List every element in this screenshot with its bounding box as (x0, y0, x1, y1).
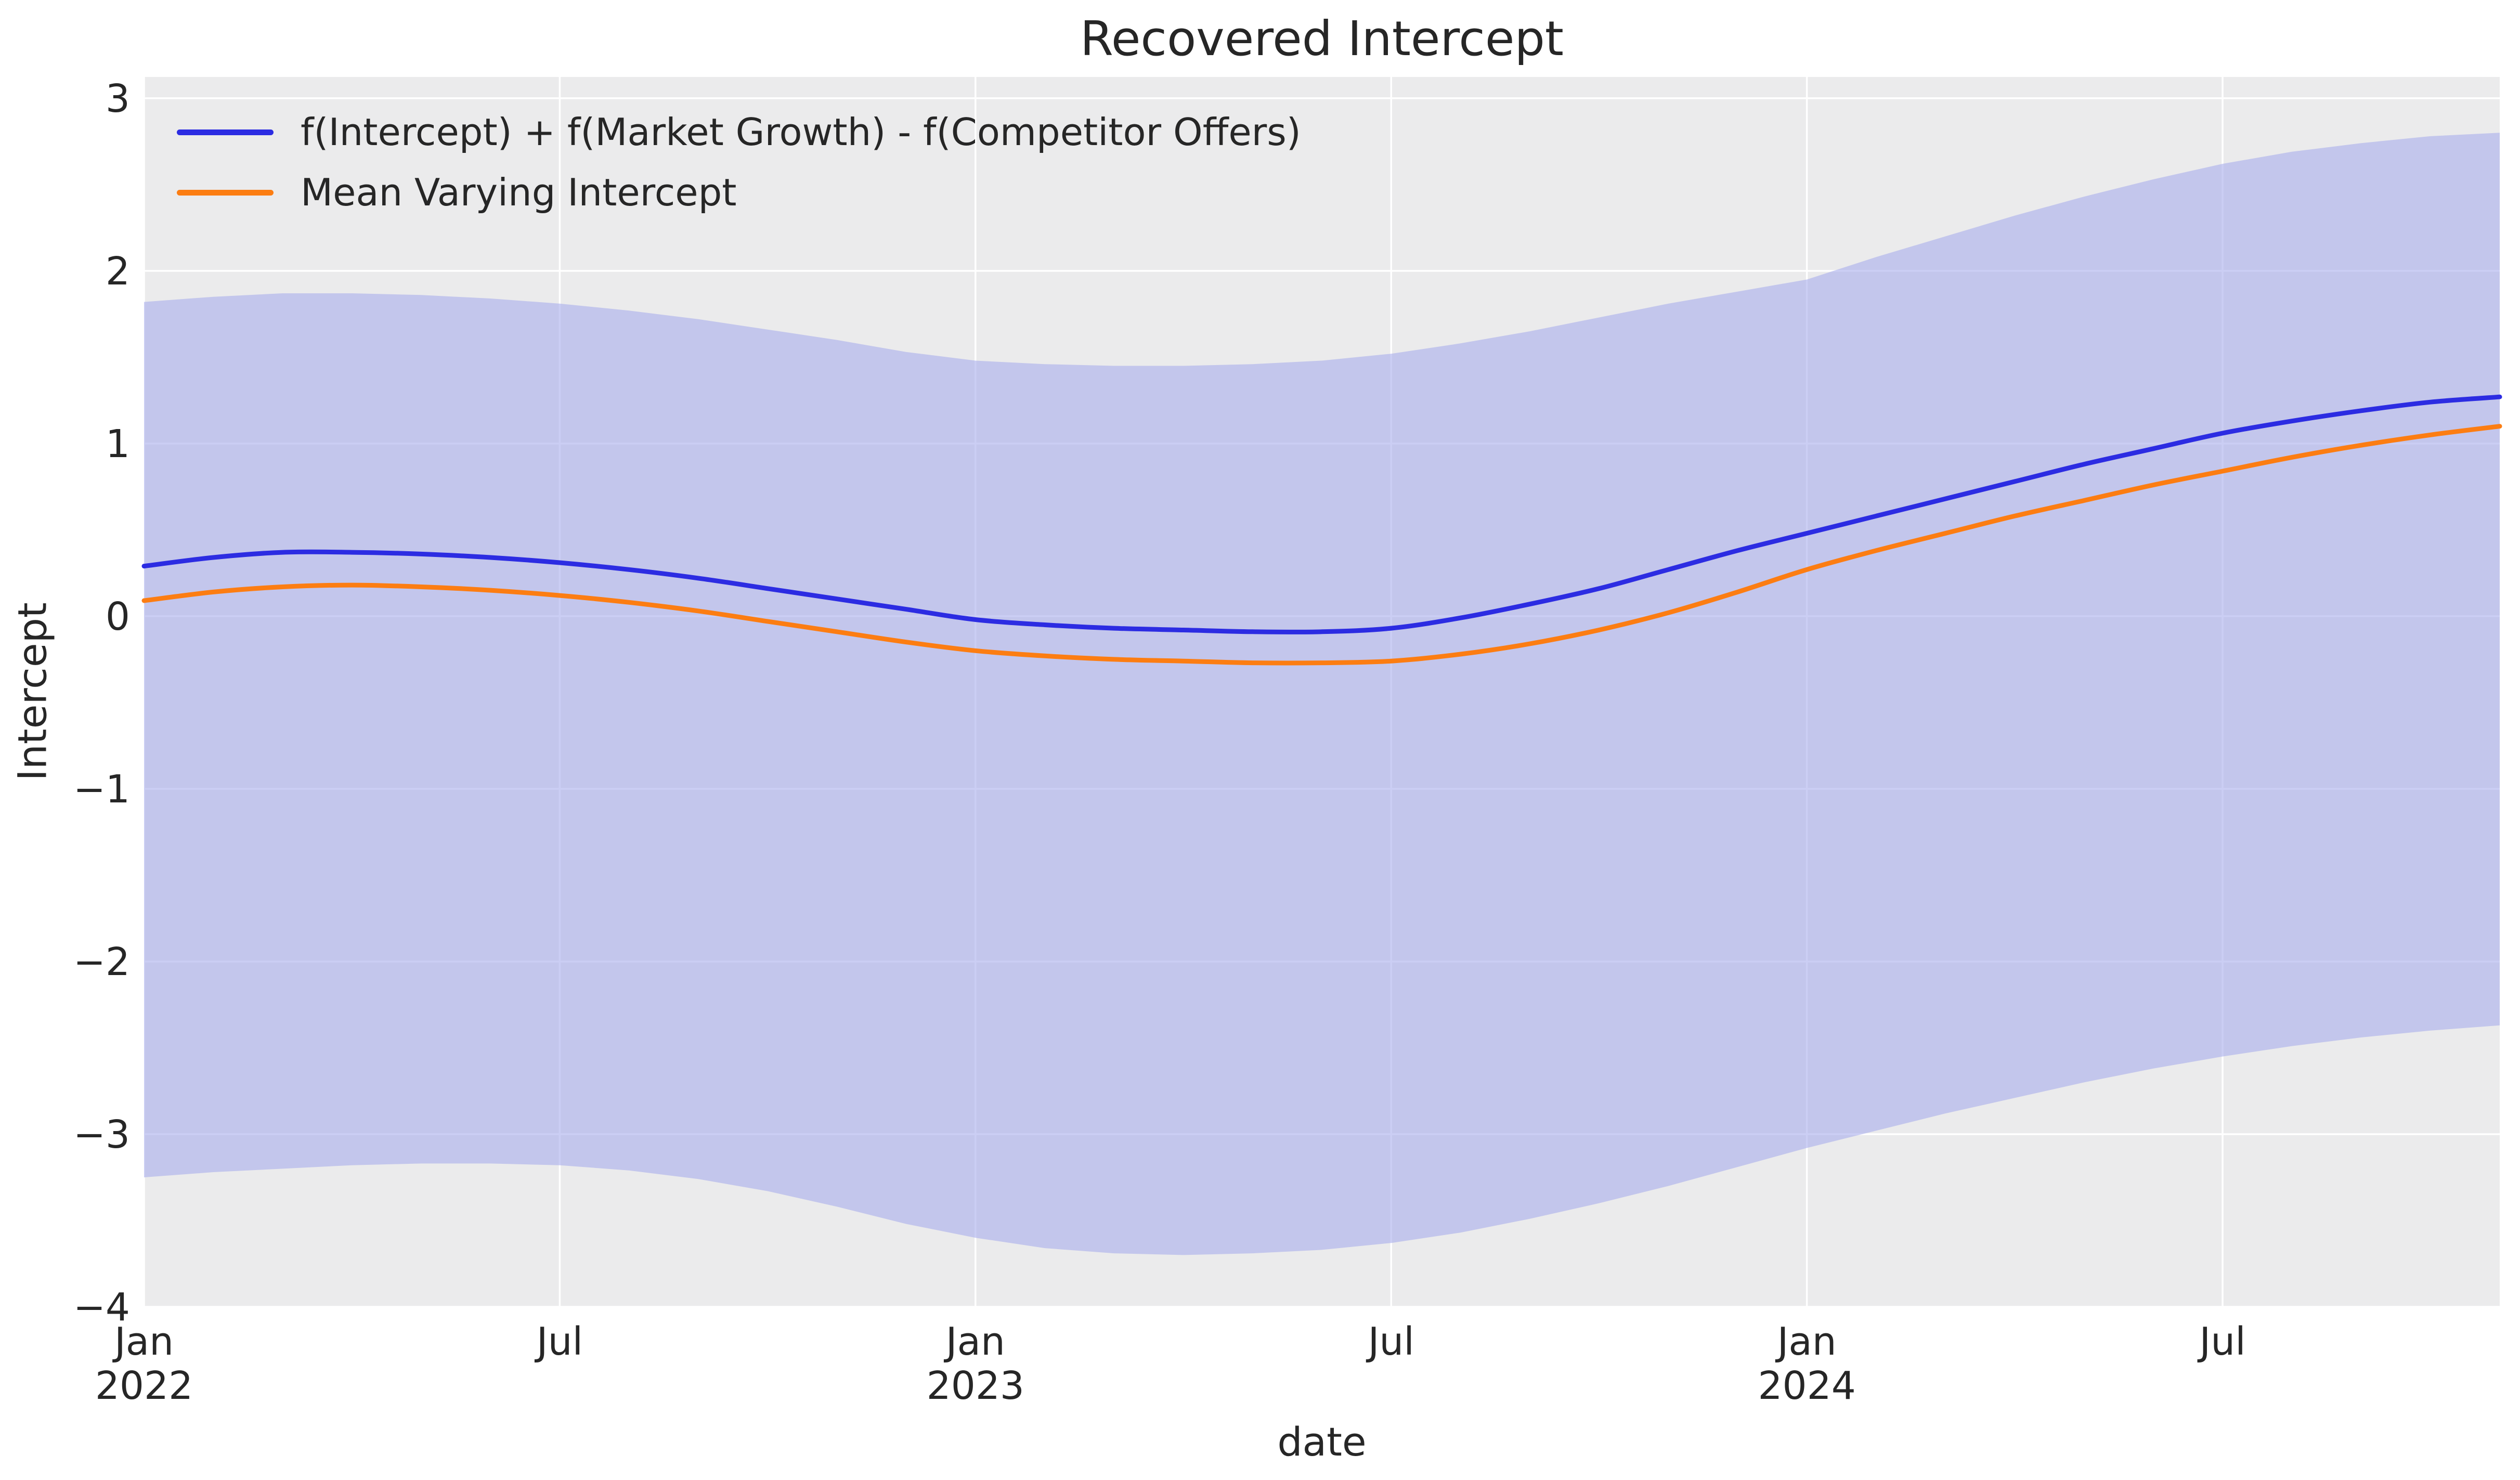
y-tick-label: 2 (106, 249, 130, 294)
x-tick-label-month: Jan (1775, 1319, 1837, 1364)
legend-line-sample-mean-icon (177, 189, 274, 196)
x-tick-label-year: 2023 (927, 1364, 1024, 1408)
y-axis-label: Intercept (9, 602, 56, 781)
y-tick-label: 0 (106, 594, 130, 639)
x-tick-label-month: Jan (944, 1319, 1005, 1364)
confidence-band (144, 133, 2500, 1255)
x-tick-label-year: 2022 (95, 1364, 193, 1408)
y-tick-label: −4 (73, 1285, 130, 1330)
legend-item: Mean Varying Intercept (177, 162, 1301, 223)
series-line-sum (141, 394, 2502, 634)
legend-label: f(Intercept) + f(Market Growth) - f(Comp… (301, 110, 1301, 154)
chart-title: Recovered Intercept (1080, 11, 1564, 67)
y-tick-label: −2 (73, 940, 130, 984)
legend-label: Mean Varying Intercept (301, 171, 737, 214)
x-tick-label-month: Jul (2197, 1319, 2245, 1364)
legend-item: f(Intercept) + f(Market Growth) - f(Comp… (177, 102, 1301, 162)
x-axis-label: date (1277, 1419, 1367, 1465)
x-tick-label-month: Jul (1366, 1319, 1414, 1364)
x-tick-label-month: Jul (535, 1319, 583, 1364)
y-tick-label: 3 (106, 76, 130, 121)
y-tick-label: −1 (73, 767, 130, 812)
y-tick-label: −3 (73, 1112, 130, 1157)
legend-line-sample-sum-icon (177, 129, 274, 135)
x-tick-label-year: 2024 (1758, 1364, 1855, 1408)
series-line-mean-varying-intercept (141, 424, 2502, 666)
legend: f(Intercept) + f(Market Growth) - f(Comp… (177, 102, 1301, 223)
y-tick-label: 1 (106, 422, 130, 466)
x-tick-label-month: Jan (112, 1319, 174, 1364)
